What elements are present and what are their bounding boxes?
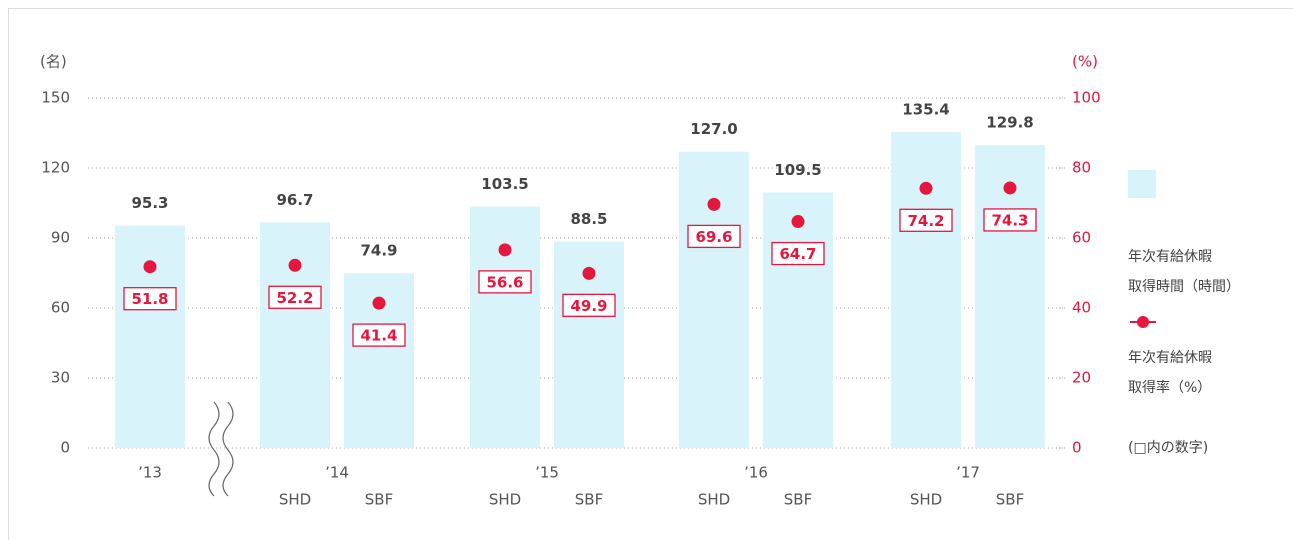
bar bbox=[891, 132, 961, 449]
dot-value-label: 52.2 bbox=[276, 289, 313, 307]
y2-tick-label: 0 bbox=[1072, 439, 1082, 457]
bar-value-label: 135.4 bbox=[902, 101, 949, 119]
dot bbox=[143, 260, 157, 274]
x-group-label: ’16 bbox=[744, 464, 768, 482]
dot-label-box bbox=[771, 241, 825, 266]
x-tick-label: SBF bbox=[575, 491, 603, 509]
x-group-label: ’15 bbox=[535, 464, 559, 482]
bar-value-label: 88.5 bbox=[570, 210, 607, 228]
bar bbox=[763, 192, 833, 448]
bar bbox=[115, 225, 185, 448]
dot-label-box bbox=[352, 323, 406, 347]
dot-value-label: 74.2 bbox=[907, 212, 944, 230]
dot-label-box bbox=[687, 224, 741, 249]
dot-value-label: 49.9 bbox=[570, 297, 607, 315]
y-tick-label: 60 bbox=[51, 299, 70, 317]
bar-value-label: 95.3 bbox=[131, 194, 168, 212]
frame bbox=[8, 8, 1293, 540]
y2-tick-label: 40 bbox=[1072, 299, 1091, 317]
dot bbox=[498, 243, 512, 257]
legend-dot: 年次有給休暇 取得率（%） (□内の数字) bbox=[1128, 282, 1212, 493]
y-tick-label: 120 bbox=[41, 159, 70, 177]
legend-note: (□内の数字) bbox=[1128, 440, 1209, 456]
x-group-label: ’17 bbox=[956, 464, 980, 482]
x-tick-label: SHD bbox=[279, 491, 311, 509]
bar bbox=[975, 145, 1045, 448]
y-tick-label: 90 bbox=[51, 229, 70, 247]
dot-label-box bbox=[123, 287, 177, 311]
y2-tick-label: 20 bbox=[1072, 369, 1091, 387]
dot bbox=[1003, 181, 1017, 195]
bar-value-label: 129.8 bbox=[986, 114, 1033, 132]
dot-label-box bbox=[478, 270, 532, 294]
dot-label-box bbox=[983, 208, 1037, 232]
bar bbox=[470, 206, 540, 448]
dot bbox=[707, 197, 721, 211]
dot bbox=[288, 258, 302, 272]
y-tick-label: 150 bbox=[41, 89, 70, 107]
legend-text: 年次有給休暇 取得率（%） bbox=[1128, 350, 1212, 396]
x-tick-label: SBF bbox=[996, 491, 1024, 509]
bar-value-label: 74.9 bbox=[360, 242, 397, 260]
axis-break bbox=[208, 401, 234, 497]
y-unit: (名) bbox=[40, 53, 67, 71]
x-tick-label: SHD bbox=[698, 491, 730, 509]
y-tick-label: 0 bbox=[60, 439, 70, 457]
bar-value-label: 109.5 bbox=[774, 161, 821, 179]
dot-label-box bbox=[899, 208, 953, 232]
dot-value-label: 51.8 bbox=[131, 290, 168, 308]
bar bbox=[260, 222, 330, 448]
bar-value-label: 127.0 bbox=[690, 120, 737, 138]
x-tick-label: SBF bbox=[784, 491, 812, 509]
dot-label-box bbox=[562, 293, 616, 318]
x-group-label: ’13 bbox=[138, 464, 162, 482]
bar bbox=[679, 151, 749, 448]
dot bbox=[919, 181, 933, 195]
dot-value-label: 41.4 bbox=[360, 327, 397, 345]
bar-value-label: 103.5 bbox=[481, 175, 528, 193]
dot bbox=[791, 215, 805, 229]
bar-value-label: 96.7 bbox=[276, 191, 313, 209]
y-tick-label: 30 bbox=[51, 369, 70, 387]
legend-text: 年次有給休暇 取得時間（時間） bbox=[1128, 249, 1240, 295]
y2-unit: (%) bbox=[1072, 53, 1098, 71]
x-group-label: ’14 bbox=[325, 464, 349, 482]
y2-tick-label: 60 bbox=[1072, 229, 1091, 247]
dot-value-label: 74.3 bbox=[991, 211, 1028, 229]
dot-label-box bbox=[268, 285, 322, 309]
x-tick-label: SHD bbox=[489, 491, 521, 509]
dot bbox=[372, 296, 386, 310]
y2-tick-label: 100 bbox=[1072, 89, 1101, 107]
y2-tick-label: 80 bbox=[1072, 159, 1091, 177]
dot-value-label: 64.7 bbox=[779, 245, 816, 263]
legend-swatch bbox=[1130, 316, 1156, 328]
legend-bar: 年次有給休暇 取得時間（時間） bbox=[1128, 140, 1240, 332]
x-tick-label: SHD bbox=[910, 491, 942, 509]
dot-value-label: 69.6 bbox=[695, 228, 732, 246]
dot bbox=[582, 266, 596, 280]
x-tick-label: SBF bbox=[365, 491, 393, 509]
dot-value-label: 56.6 bbox=[486, 273, 523, 291]
legend-swatch bbox=[1128, 170, 1156, 198]
